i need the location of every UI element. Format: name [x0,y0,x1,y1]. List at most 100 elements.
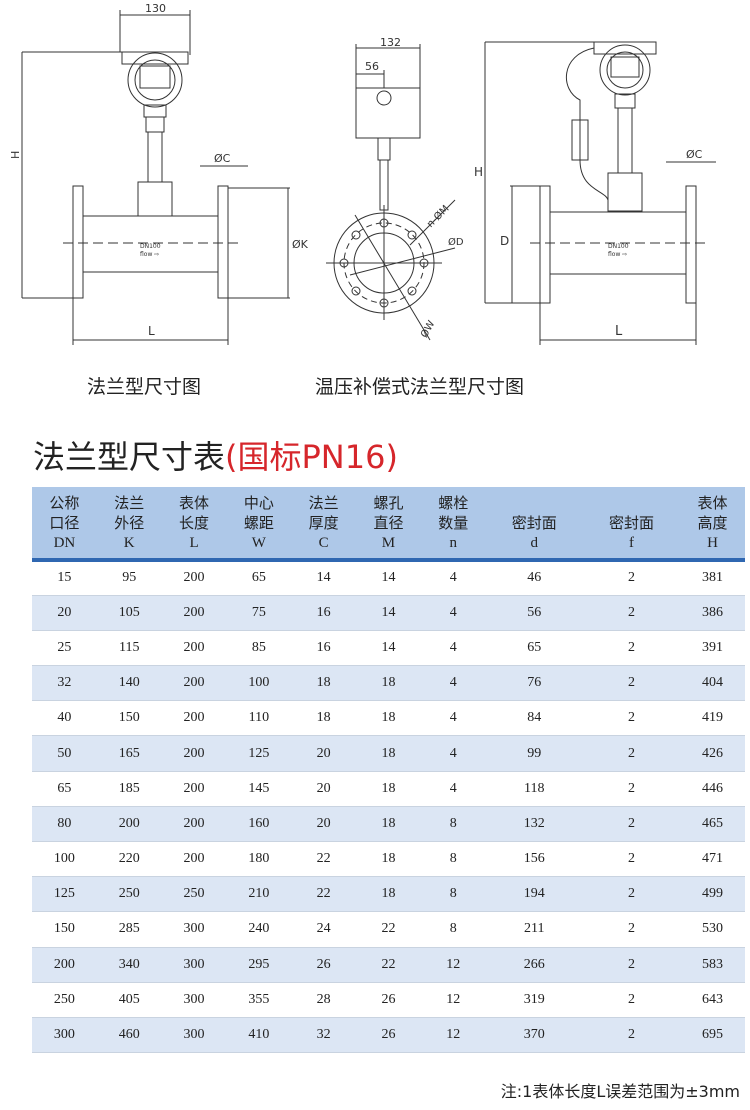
table-cell: 50 [57,745,72,761]
table-cell: 75 [251,604,266,620]
table-cell: 250 [53,991,75,1007]
column-header: 中心 螺距 W [226,487,291,560]
table-cell: 200 [183,639,205,655]
table-cell: 140 [118,675,140,691]
table-cell: 200 [183,745,205,761]
header-l1 [583,493,680,513]
column-header: 法兰 厚度 C [291,487,356,560]
table-cell: 200 [183,604,205,620]
svg-text:D: D [500,234,509,248]
table-row: 100 220 200 180 22 18 8 156 2 471 [32,842,745,877]
table-cell: 530 [702,921,724,937]
header-l1: 中心 [243,494,274,512]
table-cell: 28 [316,991,331,1007]
table-cell: 118 [524,780,545,796]
table-cell: 180 [248,851,270,867]
column-header: 表体 长度 L [162,487,227,560]
table-cell: 220 [118,851,140,867]
table-cell: 150 [53,921,75,937]
table-cell: 2 [627,1027,635,1043]
table-cell: 426 [702,745,724,761]
table-row: 40 150 200 110 18 18 4 84 2 419 [32,701,745,736]
table-cell: 2 [627,886,635,902]
table-cell: 391 [702,639,724,655]
table-cell: 300 [183,1027,205,1043]
header-l2: 密封面 [608,514,654,532]
table-cell: 14 [381,570,396,586]
table-row: 15 95 200 65 14 14 4 46 2 381 [32,560,745,596]
table-cell: 150 [118,710,140,726]
table-cell: 18 [381,851,396,867]
footnote: 注:1表体长度L误差范围为±3mm [500,1082,740,1101]
flange-drawing: 130 H DN100 flow ⇨ ØC ØK L [9,2,309,345]
table-cell: 4 [449,604,457,620]
table-cell: 156 [523,851,545,867]
table-cell: 211 [524,921,545,937]
table-cell: 22 [381,956,396,972]
table-cell: 240 [248,921,270,937]
header-l2: 口径 [49,514,80,532]
table-cell: 145 [248,780,270,796]
table-cell: 4 [449,570,457,586]
table-cell: 95 [122,570,137,586]
table-cell: 125 [53,886,75,902]
table-cell: 446 [702,780,724,796]
table-row: 250 405 300 355 28 26 12 319 2 643 [32,982,745,1018]
table-cell: 12 [446,1027,461,1043]
table-row: 20 105 200 75 16 14 4 56 2 386 [32,595,745,631]
compensated-drawing: H DN100 flow ⇨ D ØC L [474,41,716,345]
table-cell: 2 [627,604,635,620]
table-cell: 22 [316,886,331,902]
table-cell: 56 [527,604,542,620]
table-cell: 14 [381,604,396,620]
table-cell: 250 [118,886,140,902]
table-cell: 99 [527,745,542,761]
column-header: 密封面 f [583,487,680,560]
header-code: f [628,535,634,551]
table-cell: 18 [381,675,396,691]
table-cell: 100 [53,851,75,867]
table-row: 200 340 300 295 26 22 12 266 2 583 [32,947,745,983]
table-cell: 76 [527,675,542,691]
table-cell: 105 [118,604,140,620]
column-header: 密封面 d [486,487,583,560]
table-cell: 4 [449,639,457,655]
header-code: H [707,535,718,551]
table-cell: 132 [523,815,545,831]
table-cell: 643 [702,991,724,1007]
table-cell: 20 [316,815,331,831]
svg-text:56: 56 [365,60,379,73]
table-cell: 210 [248,886,270,902]
table-cell: 300 [183,991,205,1007]
table-cell: 20 [316,780,331,796]
table-cell: 381 [702,570,724,586]
svg-text:ØW: ØW [418,318,437,339]
model-label: DN100 [140,243,161,250]
table-cell: 18 [316,710,331,726]
table-cell: 16 [316,604,331,620]
table-cell: 300 [183,956,205,972]
table-cell: 8 [449,921,457,937]
title-standard: (国标PN16) [225,438,398,476]
table-cell: 24 [316,921,331,937]
dim-c: ØC [214,152,231,165]
column-header: 螺栓 数量 n [421,487,486,560]
title-main: 法兰型尺寸表 [33,438,226,476]
table-row: 32 140 200 100 18 18 4 76 2 404 [32,665,745,701]
flange-drawing-caption: 法兰型尺寸图 [87,376,202,398]
table-cell: 2 [627,639,635,655]
table-cell: 2 [627,745,635,761]
svg-text:DN100: DN100 [608,243,629,250]
table-cell: 2 [627,675,635,691]
table-cell: 65 [57,780,72,796]
table-cell: 295 [248,956,270,972]
table-cell: 300 [53,1027,75,1043]
table-cell: 4 [449,675,457,691]
table-cell: 115 [118,639,140,655]
table-cell: 125 [248,745,270,761]
table-cell: 22 [381,921,396,937]
table-cell: 2 [627,710,635,726]
table-row: 65 185 200 145 20 18 4 118 2 446 [32,771,745,807]
table-cell: 471 [702,851,724,867]
table-cell: 200 [183,570,205,586]
